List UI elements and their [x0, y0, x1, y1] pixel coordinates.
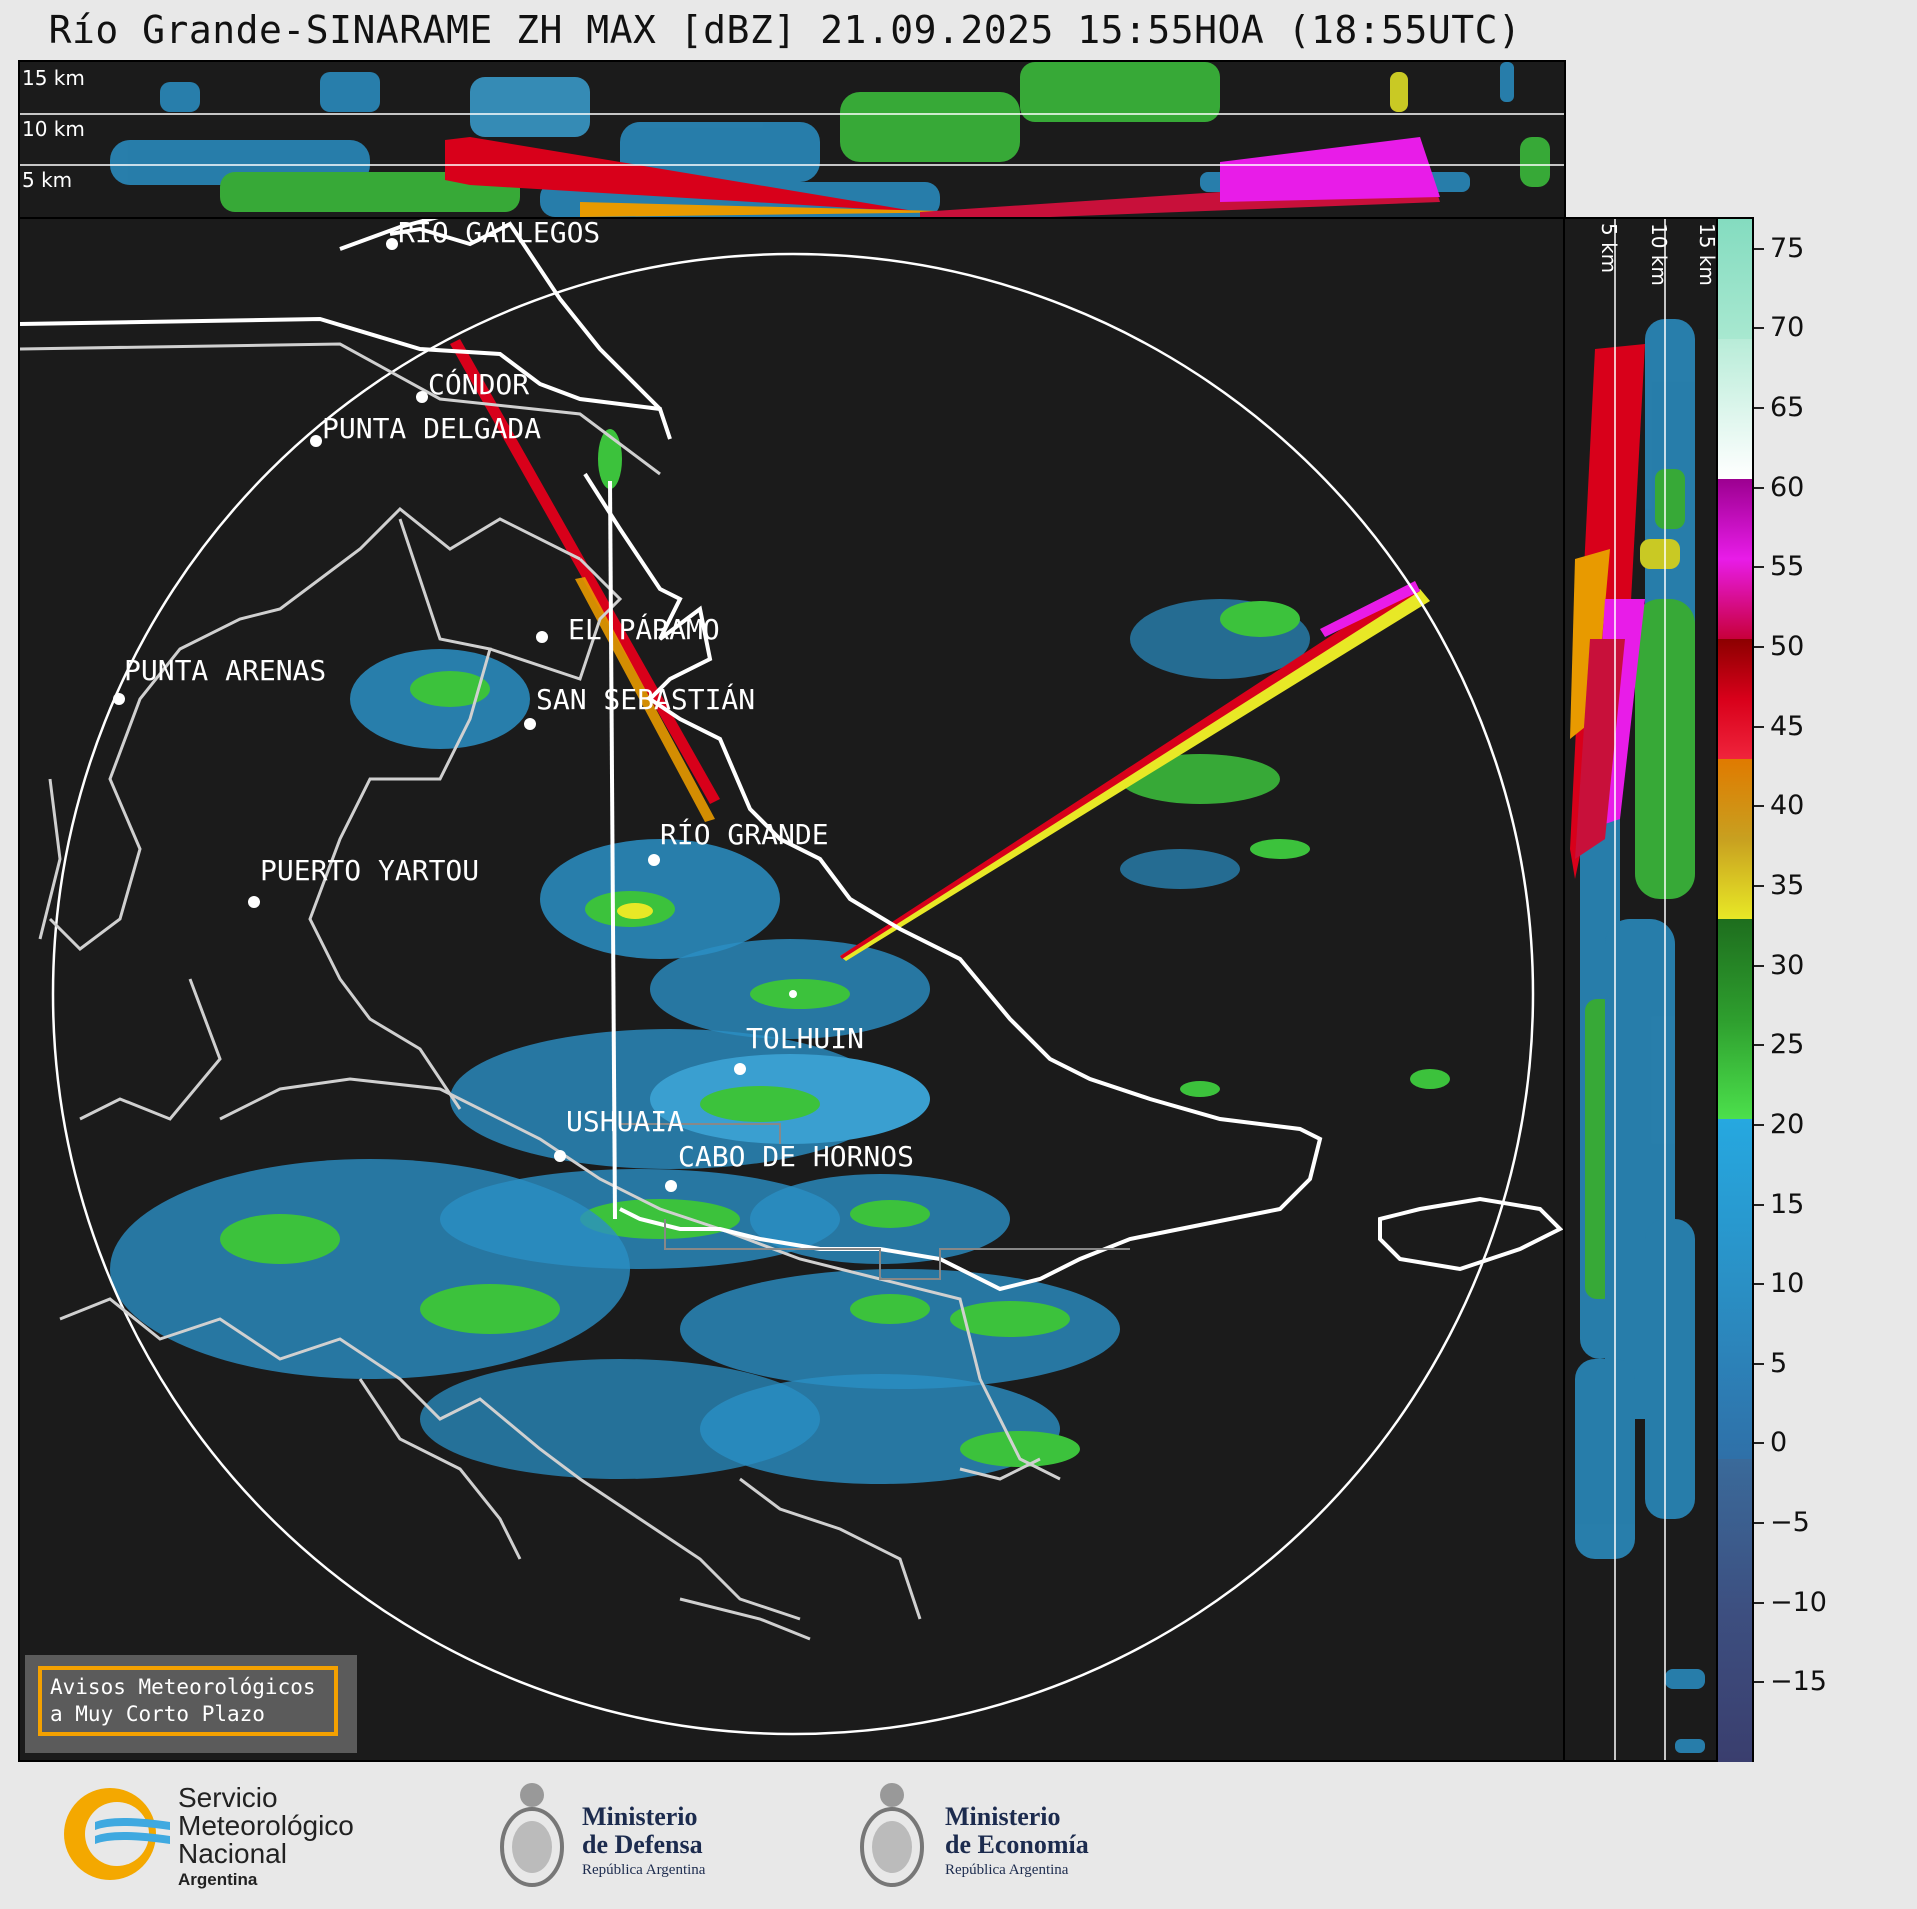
smn-name-2: Meteorológico: [178, 1810, 354, 1841]
city-label-cabo-de-hornos: CABO DE HORNOS: [678, 1140, 915, 1173]
colorbar-tick-label: 70: [1770, 312, 1805, 344]
warning-badge-frame: Avisos Meteorológicos a Muy Corto Plazo: [38, 1666, 338, 1736]
economia-subtitle: República Argentina: [945, 1862, 1069, 1878]
colorbar-tick-mark: [1754, 407, 1764, 410]
top-height-label-10: 10 km: [22, 117, 85, 141]
colorbar-tick-mark: [1754, 964, 1764, 967]
city-markers: [113, 238, 797, 1192]
echo-spike-nw: [450, 339, 720, 804]
colorbar-tick-mark: [1754, 1123, 1764, 1126]
right-height-label-10: 10 km: [1647, 223, 1671, 286]
colorbar-tick-mark: [1754, 327, 1764, 330]
colorbar-tick-label: 65: [1770, 392, 1805, 424]
top-cross-section-panel: 15 km 10 km 5 km: [18, 60, 1566, 220]
admin-lines: [620, 1123, 1130, 1280]
smn-logo-icon: [64, 1788, 170, 1880]
city-label-tolhuin: TOLHUIN: [746, 1022, 865, 1055]
city-label-san-sebastian: SAN SEBASTIÁN: [536, 683, 756, 716]
colorbar-tick-label: 30: [1770, 949, 1805, 981]
city-label-punta-delgada: PUNTA DELGADA: [322, 412, 542, 445]
colorbar-tick-mark: [1754, 1442, 1764, 1445]
range-ring: [51, 252, 1535, 1736]
colorbar-tick-mark: [1754, 725, 1764, 728]
top-height-label-5: 5 km: [22, 168, 73, 192]
colorbar-tick-label: 75: [1770, 232, 1805, 264]
colorbar-tick-mark: [1754, 1203, 1764, 1206]
colorbar-tick-label: 20: [1770, 1108, 1805, 1140]
defensa-coat-of-arms-icon: [500, 1783, 564, 1887]
radar-map-panel[interactable]: RÍO GALLEGOS CÓNDOR PUNTA DELGADA EL PÁR…: [18, 217, 1566, 1762]
city-label-rio-gallegos: RÍO GALLEGOS: [398, 217, 601, 249]
colorbar-tick-label: −10: [1770, 1586, 1827, 1618]
top-height-label-15: 15 km: [22, 66, 85, 90]
right-height-label-15: 15 km: [1695, 223, 1718, 286]
colorbar-tick-label: 50: [1770, 631, 1805, 663]
top-cross-section-echoes: [20, 62, 1564, 218]
dbz-colorbar: [1716, 217, 1754, 1764]
city-label-ushuaia: USHUAIA: [566, 1105, 685, 1138]
smn-name-3: Nacional: [178, 1838, 287, 1869]
right-cross-section-echoes: [1570, 219, 1705, 1760]
economia-title-1: Ministerio: [945, 1802, 1061, 1831]
colorbar-tick-label: 25: [1770, 1029, 1805, 1061]
colorbar-tick-label: 15: [1770, 1188, 1805, 1220]
city-label-punta-arenas: PUNTA ARENAS: [124, 654, 327, 687]
city-label-puerto-yartou: PUERTO YARTOU: [260, 854, 480, 887]
defensa-subtitle: República Argentina: [582, 1862, 706, 1878]
colorbar-tick-label: 5: [1770, 1347, 1788, 1379]
coastlines: [20, 342, 1061, 1641]
smn-name-1: Servicio: [178, 1782, 278, 1813]
colorbar-tick-label: 40: [1770, 790, 1805, 822]
defensa-title-2: de Defensa: [582, 1830, 703, 1859]
warning-line-1: Avisos Meteorológicos: [50, 1675, 316, 1699]
city-label-rio-grande: RÍO GRANDE: [660, 818, 829, 851]
colorbar-tick-mark: [1754, 646, 1764, 649]
economia-coat-of-arms-icon: [860, 1783, 924, 1887]
radar-map: [20, 219, 1564, 1736]
colorbar-tick-mark: [1754, 1522, 1764, 1525]
colorbar-tick-mark: [1754, 1681, 1764, 1684]
footer-logos: Servicio Meteorológico Nacional Argentin…: [0, 1762, 1917, 1909]
colorbar-tick-label: −15: [1770, 1666, 1827, 1698]
colorbar-tick-label: 55: [1770, 551, 1805, 583]
city-label-condor: CÓNDOR: [428, 368, 530, 401]
right-cross-section-panel: 5 km 10 km 15 km: [1563, 217, 1718, 1762]
warning-badge[interactable]: Avisos Meteorológicos a Muy Corto Plazo: [25, 1655, 357, 1753]
echo-spike-ne: [840, 589, 1430, 961]
right-height-label-5: 5 km: [1597, 223, 1621, 274]
colorbar-tick-label: −5: [1770, 1507, 1810, 1539]
colorbar-tick-label: 10: [1770, 1268, 1805, 1300]
colorbar-tick-label: 60: [1770, 471, 1805, 503]
economia-title-2: de Economía: [945, 1830, 1089, 1859]
colorbar-tick-mark: [1754, 1362, 1764, 1365]
colorbar-tick-label: 35: [1770, 869, 1805, 901]
colorbar-tick-mark: [1754, 1044, 1764, 1047]
city-label-el-paramo: EL PÁRAMO: [568, 613, 720, 646]
colorbar-tick-label: 0: [1770, 1427, 1788, 1459]
colorbar-tick-label: 45: [1770, 710, 1805, 742]
defensa-title-1: Ministerio: [582, 1802, 698, 1831]
colorbar-tick-mark: [1754, 247, 1764, 250]
colorbar-tick-mark: [1754, 486, 1764, 489]
warning-line-2: a Muy Corto Plazo: [50, 1702, 265, 1726]
page-title: Río Grande-SINARAME ZH MAX [dBZ] 21.09.2…: [48, 8, 1522, 52]
colorbar-tick-mark: [1754, 1601, 1764, 1604]
colorbar-tick-mark: [1754, 1283, 1764, 1286]
colorbar-tick-mark: [1754, 884, 1764, 887]
colorbar-tick-mark: [1754, 805, 1764, 808]
colorbar-tick-mark: [1754, 566, 1764, 569]
borders: [20, 219, 1564, 1292]
smn-name-4: Argentina: [178, 1870, 258, 1889]
